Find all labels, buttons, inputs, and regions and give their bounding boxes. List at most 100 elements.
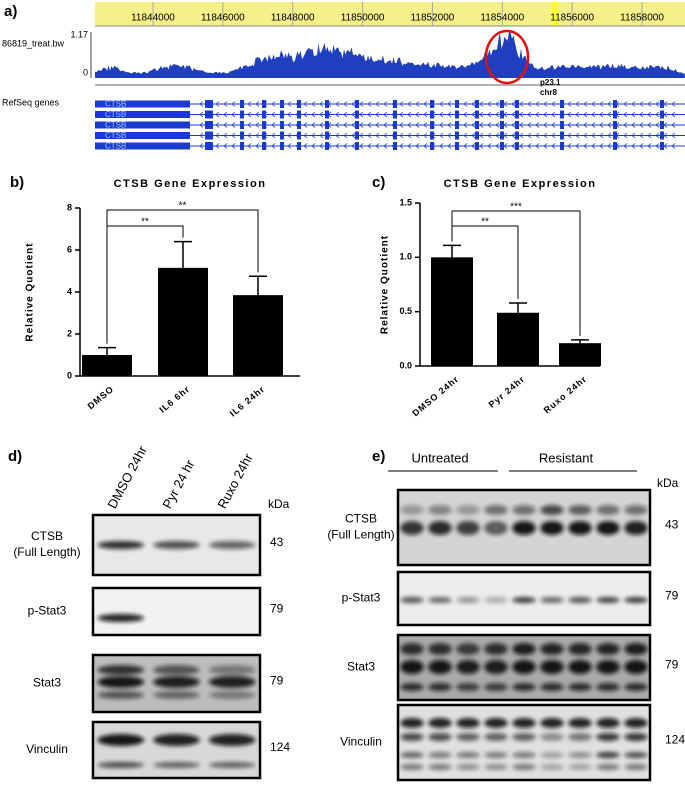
- strand-arrow: [511, 111, 516, 118]
- strand-arrow: [239, 132, 244, 139]
- exon: [660, 110, 664, 119]
- strand-arrow: [255, 101, 260, 107]
- strand-arrow: [311, 111, 316, 118]
- strand-arrow: [631, 101, 636, 107]
- strand-arrow: [471, 111, 476, 118]
- strand-arrow: [495, 143, 500, 149]
- strand-arrow: [391, 111, 396, 118]
- strand-arrow: [639, 101, 644, 107]
- strand-arrow: [359, 101, 364, 107]
- exon: [515, 131, 519, 140]
- blot-band: [428, 597, 452, 603]
- exon: [280, 131, 284, 140]
- strand-arrow: [647, 132, 652, 139]
- strand-arrow: [447, 122, 452, 128]
- strand-arrow: [607, 101, 612, 107]
- blot-band: [484, 764, 508, 770]
- strand-arrow: [631, 132, 636, 139]
- strand-arrow: [463, 111, 468, 118]
- blot-band: [624, 521, 648, 535]
- gene-utr: [95, 142, 190, 150]
- strand-arrow: [631, 143, 636, 149]
- strand-arrow: [415, 111, 420, 118]
- strand-arrow: [423, 132, 428, 139]
- blot-band: [484, 521, 508, 535]
- strand-arrow: [295, 132, 300, 139]
- exon: [515, 100, 519, 108]
- strand-arrow: [575, 122, 580, 128]
- row-label: Stat3: [347, 660, 375, 674]
- strand-arrow: [223, 111, 228, 118]
- strand-arrow: [327, 143, 332, 149]
- exon: [613, 121, 617, 129]
- y-tick-label: 6: [67, 244, 72, 254]
- strand-arrow: [231, 132, 236, 139]
- strand-arrow: [503, 111, 508, 118]
- blot-band: [512, 597, 536, 603]
- exon: [209, 121, 213, 129]
- strand-arrow: [247, 143, 252, 149]
- exon: [393, 142, 397, 150]
- strand-arrow: [559, 111, 564, 118]
- strand-arrow: [343, 111, 348, 118]
- blot-band: [97, 676, 145, 688]
- kda-label: 43: [665, 518, 679, 532]
- blot-band: [456, 505, 480, 515]
- strand-arrow: [495, 111, 500, 118]
- y-tick-label: 4: [67, 286, 72, 296]
- strand-arrow: [327, 101, 332, 107]
- lane-label: DMSO 24hr: [104, 443, 150, 511]
- strand-arrow: [591, 101, 596, 107]
- strand-arrow: [623, 101, 628, 107]
- strand-arrow: [375, 111, 380, 118]
- chromosome-label: chr8: [540, 88, 557, 97]
- blot-band: [400, 505, 424, 515]
- strand-arrow: [439, 143, 444, 149]
- strand-arrow: [295, 111, 300, 118]
- blot-band: [153, 691, 200, 699]
- strand-arrow: [343, 143, 348, 149]
- y-tick-label: 1.5: [399, 197, 412, 207]
- strand-arrow: [607, 111, 612, 118]
- exon: [280, 142, 284, 150]
- exon: [515, 142, 519, 150]
- blot-band: [208, 541, 256, 549]
- blot-band: [540, 733, 564, 741]
- exon: [613, 110, 617, 119]
- strand-arrow: [223, 122, 228, 128]
- strand-arrow: [671, 111, 676, 118]
- exon: [325, 121, 329, 129]
- strand-arrow: [415, 101, 420, 107]
- strand-arrow: [207, 122, 212, 128]
- blot-band: [400, 643, 424, 655]
- strand-arrow: [655, 143, 660, 149]
- strand-arrow: [327, 122, 332, 128]
- strand-arrow: [511, 143, 516, 149]
- peak-highlight: [484, 29, 530, 85]
- exon: [355, 100, 359, 108]
- strand-arrow: [543, 132, 548, 139]
- strand-arrow: [455, 122, 460, 128]
- exon: [500, 110, 504, 119]
- strand-arrow: [439, 132, 444, 139]
- strand-arrow: [551, 132, 556, 139]
- blot-band: [596, 718, 620, 728]
- strand-arrow: [663, 101, 668, 107]
- strand-arrow: [479, 143, 484, 149]
- row-label: CTSB (Full Length): [327, 512, 394, 542]
- blot-band: [97, 691, 145, 699]
- blot-band: [428, 505, 452, 515]
- strand-arrow: [559, 132, 564, 139]
- track-name: 86819_treat.bw: [2, 38, 65, 48]
- strand-arrow: [199, 111, 204, 118]
- gene-name: CTSB: [105, 131, 126, 140]
- strand-arrow: [479, 122, 484, 128]
- strand-arrow: [551, 143, 556, 149]
- y-tick-label: 1.0: [399, 252, 412, 262]
- strand-arrow: [319, 143, 324, 149]
- blot-band: [97, 734, 145, 746]
- strand-arrow: [527, 143, 532, 149]
- exon: [280, 121, 284, 129]
- strand-arrow: [343, 132, 348, 139]
